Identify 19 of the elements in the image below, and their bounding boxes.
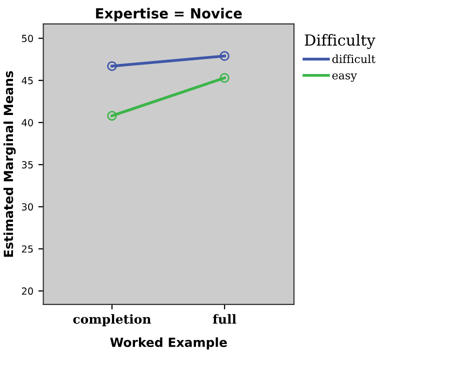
point	[107, 110, 117, 121]
y-tick-label: 40	[22, 118, 33, 126]
y-tick-label: 20	[22, 287, 33, 295]
point	[107, 61, 117, 71]
point	[220, 73, 230, 83]
y-tick-label: 50	[22, 34, 33, 42]
x-tick-label: completion	[73, 314, 151, 326]
y-tick-label: 25	[22, 245, 33, 253]
x-axis-title: Worked Example	[110, 337, 227, 350]
legend-title: Difficulty	[304, 34, 376, 49]
y-tick-label: 30	[22, 203, 33, 211]
x-tick-label: full	[212, 314, 236, 324]
y-axis-title: Estimated Marginal Means	[3, 71, 16, 257]
legend-label: difficult	[332, 54, 376, 64]
y-tick-label: 45	[22, 77, 33, 84]
point	[220, 51, 230, 61]
chart-title: Expertise = Novice	[96, 8, 242, 22]
legend-label: easy	[332, 73, 357, 82]
y-tick-label: 35	[22, 161, 33, 168]
